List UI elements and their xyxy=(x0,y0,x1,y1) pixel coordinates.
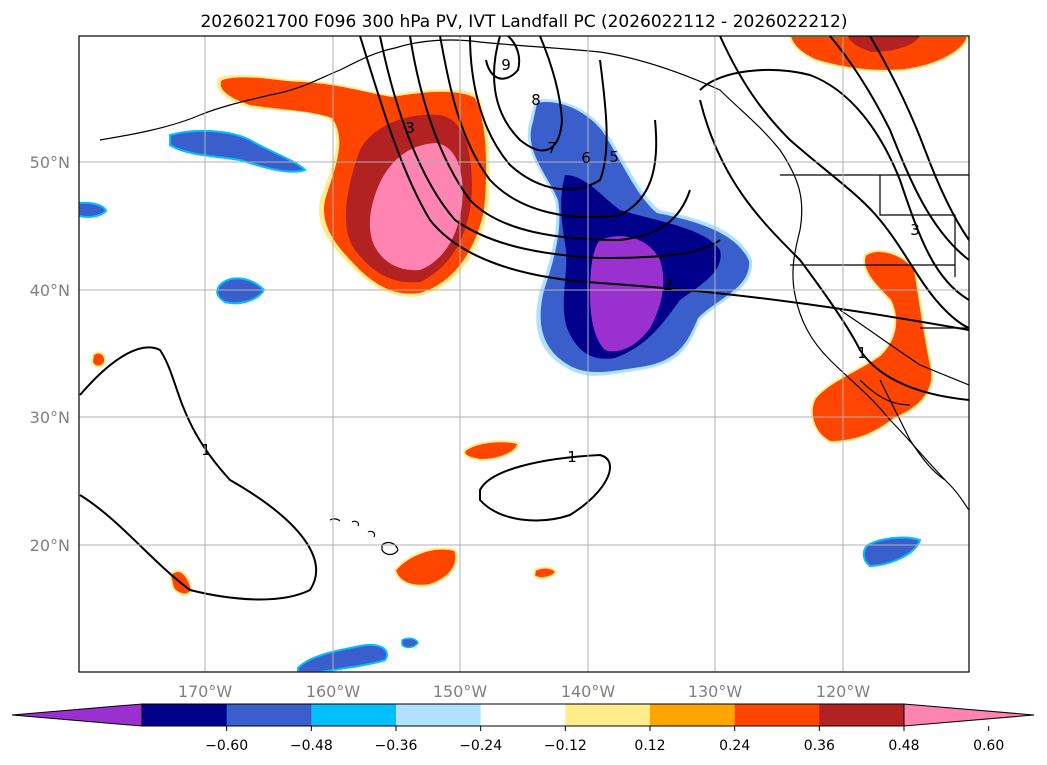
blob-tiny xyxy=(401,637,419,649)
blob-south xyxy=(297,644,388,672)
colorbar-frame xyxy=(141,703,905,727)
hawaiian-islands xyxy=(329,518,399,556)
blob-northeast-core xyxy=(848,36,920,52)
lon-label: 140°W xyxy=(561,682,616,701)
island-2 xyxy=(351,520,360,527)
contour-label-8: 8 xyxy=(531,91,541,109)
lat-label: 50°N xyxy=(30,153,70,172)
colorbar-extend-high xyxy=(903,703,1035,727)
pv-contour-1-west xyxy=(79,346,317,601)
lon-label: 120°W xyxy=(816,682,871,701)
map-title: 2026021700 F096 300 hPa PV, IVT Landfall… xyxy=(200,12,847,32)
island-4 xyxy=(381,541,399,556)
colorbar-segment xyxy=(734,704,820,726)
colorbar-segments xyxy=(11,703,1035,727)
pv-contour-2 xyxy=(359,36,969,331)
lon-label: 160°W xyxy=(306,682,361,701)
colorbar-tick-label: −0.12 xyxy=(544,738,587,754)
lat-labels: 50°N 40°N 30°N 20°N xyxy=(30,153,70,555)
colorbar-tick-label: −0.24 xyxy=(459,738,502,754)
pv-contour-ridge-1 xyxy=(719,36,969,329)
contour-label-5: 5 xyxy=(609,148,619,166)
pv-contour-5 xyxy=(439,36,658,219)
lon-label: 150°W xyxy=(433,682,488,701)
colorbar-tick-label: 0.12 xyxy=(634,738,665,754)
map-area: 9 8 7 6 5 3 2 1 1 1 3 xyxy=(78,35,970,673)
colorbar-segment xyxy=(142,704,228,726)
blob-aleutian xyxy=(169,129,307,173)
positive-anomaly-small xyxy=(90,36,969,596)
border-state-3 xyxy=(839,309,969,386)
colorbar-tick-label: −0.48 xyxy=(290,738,333,754)
coastline-aleutians xyxy=(99,47,396,141)
pv-contour-7 xyxy=(493,36,564,152)
lat-label: 30°N xyxy=(30,408,70,427)
colorbar-segment xyxy=(396,704,482,726)
lon-label: 170°W xyxy=(178,682,233,701)
border-state-2 xyxy=(879,175,956,277)
island-1 xyxy=(329,518,341,522)
contour-label-9: 9 xyxy=(501,56,511,74)
colorbar-tick-label: 0.24 xyxy=(719,738,750,754)
contour-label-1-east: 1 xyxy=(857,344,867,362)
blob-small-1 xyxy=(532,566,558,580)
colorbar-tick-label: 0.60 xyxy=(973,738,1004,754)
blob-central xyxy=(463,440,520,462)
coastline-baja xyxy=(879,379,946,481)
contour-label-3: 3 xyxy=(405,119,415,137)
pv-contour-ridge-3 xyxy=(829,36,969,261)
colorbar-tick-label: −0.36 xyxy=(375,738,418,754)
colorbar-segment xyxy=(650,704,736,726)
island-3 xyxy=(367,530,376,538)
contour-label-3-east: 3 xyxy=(910,221,920,239)
contour-label-2: 2 xyxy=(663,276,673,294)
pv-contour-ridge-2 xyxy=(699,69,969,301)
lon-label: 130°W xyxy=(688,682,743,701)
lon-labels: 170°W 160°W 150°W 140°W 130°W 120°W xyxy=(178,682,871,701)
map-frame xyxy=(78,35,970,673)
pv-contour-6 xyxy=(469,36,608,191)
border-mexico xyxy=(859,379,911,406)
contour-label-6: 6 xyxy=(581,149,591,167)
blob-small-3 xyxy=(90,351,107,368)
pv-contour-1-east xyxy=(699,99,969,401)
pv-contour-4 xyxy=(409,36,691,242)
pv-contour-1-central xyxy=(479,453,611,522)
colorbar-tick-label: 0.36 xyxy=(804,738,835,754)
contour-label-1-central: 1 xyxy=(567,448,577,466)
pv-contour-3 xyxy=(379,36,721,260)
blob-hawaii xyxy=(393,547,458,587)
contour-labels: 9 8 7 6 5 3 2 1 1 1 3 xyxy=(201,56,920,466)
colorbar-segment xyxy=(480,704,566,726)
blob-mid-west xyxy=(216,277,266,305)
contour-fill-pink xyxy=(369,143,463,271)
colorbar-tick-label: −0.60 xyxy=(205,738,248,754)
pv-contour-9 xyxy=(485,36,521,80)
gridlines xyxy=(79,36,969,672)
colorbar-segment xyxy=(311,704,397,726)
positive-anomaly-north-pacific xyxy=(216,74,490,297)
colorbar: −0.60 −0.48 −0.36 −0.24 −0.12 0.12 0.24 0.36 0.4… xyxy=(11,703,1035,754)
colorbar-ticks: −0.60 −0.48 −0.36 −0.24 −0.12 0.12 0.24 0.36 0.4… xyxy=(205,726,1004,754)
contour-fill-purple xyxy=(590,236,664,352)
lat-label: 40°N xyxy=(30,281,70,300)
blob-west-edge xyxy=(79,201,108,218)
colorbar-extend-low xyxy=(11,703,143,727)
colorbar-segment xyxy=(819,704,905,726)
colorbar-segment xyxy=(226,704,312,726)
coastline-alaska-bc xyxy=(394,39,803,231)
blob-us-west-coast xyxy=(810,250,934,444)
lat-label: 20°N xyxy=(30,536,70,555)
contour-label-7: 7 xyxy=(547,139,557,157)
contour-label-1-west: 1 xyxy=(201,441,211,459)
colorbar-segment xyxy=(565,704,651,726)
colorbar-tick-label: 0.48 xyxy=(888,738,919,754)
